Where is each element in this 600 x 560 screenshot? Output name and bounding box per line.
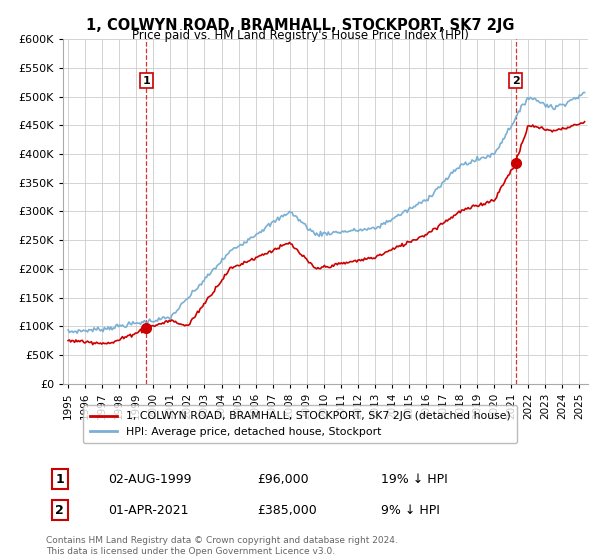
Text: Contains HM Land Registry data © Crown copyright and database right 2024.
This d: Contains HM Land Registry data © Crown c… — [46, 536, 398, 556]
Text: 9% ↓ HPI: 9% ↓ HPI — [381, 504, 440, 517]
Text: 19% ↓ HPI: 19% ↓ HPI — [381, 473, 448, 486]
Text: 2: 2 — [55, 504, 64, 517]
Text: 1, COLWYN ROAD, BRAMHALL, STOCKPORT, SK7 2JG: 1, COLWYN ROAD, BRAMHALL, STOCKPORT, SK7… — [86, 18, 514, 34]
Text: £385,000: £385,000 — [257, 504, 317, 517]
Text: Price paid vs. HM Land Registry's House Price Index (HPI): Price paid vs. HM Land Registry's House … — [131, 29, 469, 42]
Text: 1: 1 — [55, 473, 64, 486]
Text: 1: 1 — [142, 76, 150, 86]
Legend: 1, COLWYN ROAD, BRAMHALL, STOCKPORT, SK7 2JG (detached house), HPI: Average pric: 1, COLWYN ROAD, BRAMHALL, STOCKPORT, SK7… — [83, 405, 517, 444]
Text: 2: 2 — [512, 76, 520, 86]
Text: £96,000: £96,000 — [257, 473, 308, 486]
Text: 01-APR-2021: 01-APR-2021 — [108, 504, 189, 517]
Text: 02-AUG-1999: 02-AUG-1999 — [108, 473, 192, 486]
